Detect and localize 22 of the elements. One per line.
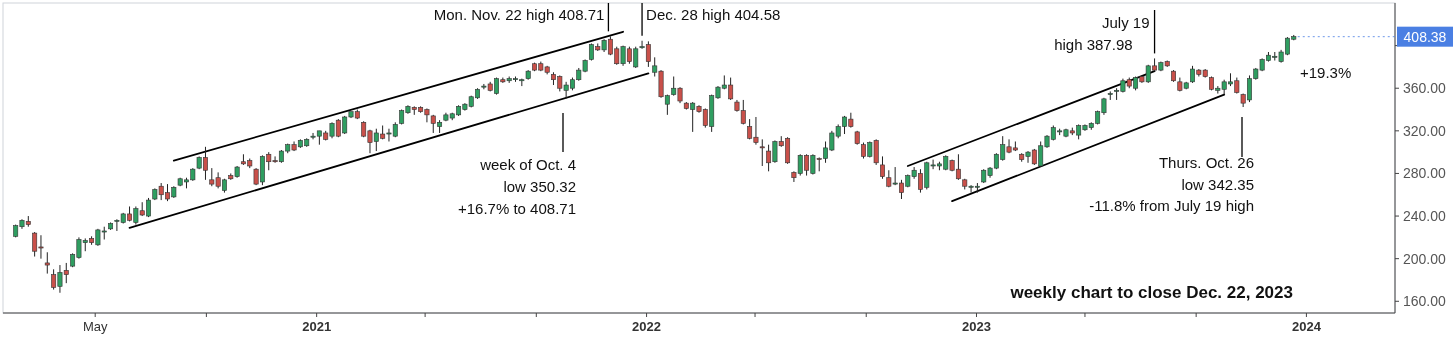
annotation: July 19 high 387.98 bbox=[1054, 14, 1150, 53]
candlestick bbox=[880, 155, 885, 180]
annotation: Dec. 28 high 404.58 bbox=[646, 6, 781, 23]
annotation: 408.38 bbox=[1403, 28, 1447, 45]
y-tick-label: 320.00 bbox=[1403, 122, 1447, 139]
text: weekly chart to close Dec. 22, 2023 bbox=[1009, 283, 1293, 302]
y-tick-label: 240.00 bbox=[1403, 208, 1447, 225]
y-tick-label: 280.00 bbox=[1403, 165, 1447, 182]
candlestick bbox=[44, 251, 50, 275]
x-tick-label: May bbox=[82, 319, 108, 334]
x-tick-label: 2021 bbox=[302, 319, 332, 334]
y-tick-label: 200.00 bbox=[1403, 250, 1447, 267]
y-tick-label: 160.00 bbox=[1403, 293, 1447, 310]
x-tick-label: 2023 bbox=[962, 319, 991, 334]
x-tick-label: 2022 bbox=[632, 319, 662, 334]
y-tick-label: 360.00 bbox=[1403, 80, 1447, 97]
annotation: +19.3% bbox=[1300, 64, 1352, 81]
annotation: week of Oct. 4 low 350.32 +16.7% to 408.71 bbox=[457, 156, 576, 217]
x-tick-label: 2024 bbox=[1291, 319, 1322, 334]
annotation: Mon. Nov. 22 high 408.71 bbox=[433, 6, 605, 23]
candlestick bbox=[759, 138, 765, 167]
annotation: Thurs. Oct. 26 low 342.35 -11.8% from July 19 high bbox=[1089, 154, 1254, 214]
